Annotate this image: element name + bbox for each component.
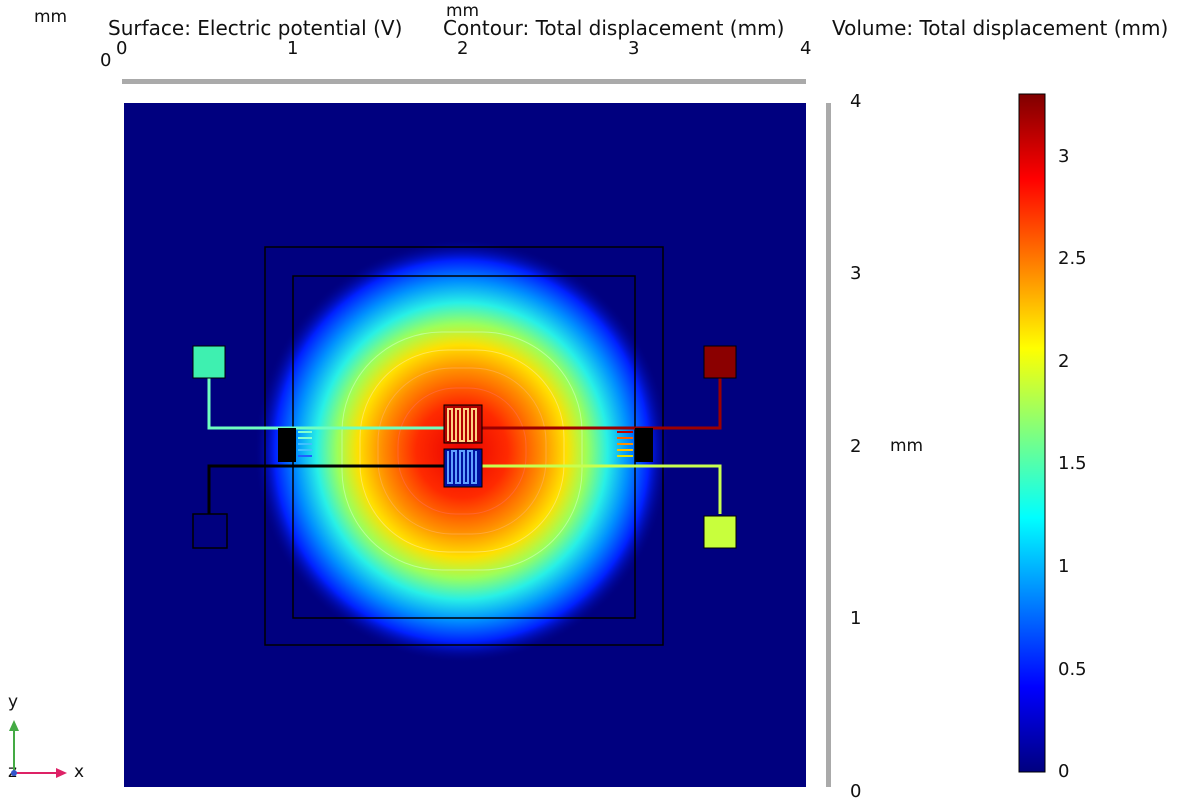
top-axis-bar	[122, 79, 806, 84]
plot-title-contour: Contour: Total displacement (mm)	[443, 16, 785, 40]
comb-left	[278, 428, 312, 462]
triad-y-arrow	[9, 720, 19, 731]
unit-label-top-left: mm	[34, 7, 68, 27]
y-tick-label: 1	[850, 608, 862, 629]
y-tick-label: 0	[850, 781, 862, 802]
y-tick-label: 3	[850, 263, 862, 284]
x-tick-label: 4	[800, 38, 812, 59]
contour-line	[341, 331, 583, 571]
trace-top-left	[207, 378, 448, 430]
pad-top-right	[703, 345, 737, 379]
triad-z-axis	[11, 770, 17, 776]
pad-bottom-left	[192, 513, 228, 549]
colorbar-tick-label: 3	[1058, 146, 1070, 167]
center-meander-top	[443, 404, 483, 444]
triad-y-label: y	[8, 692, 19, 712]
colorbar-tick-label: 0	[1058, 761, 1070, 782]
origin-label: 0	[100, 50, 112, 71]
x-tick-label: 1	[287, 38, 299, 59]
pad-bottom-right	[703, 515, 737, 549]
trace-bottom-right	[478, 464, 722, 514]
contour-line	[377, 367, 547, 535]
contour-line	[397, 387, 527, 515]
colorbar-tick-label: 0.5	[1058, 659, 1087, 680]
y-tick-label: 4	[850, 91, 862, 112]
colorbar	[1018, 93, 1046, 773]
displacement-contours	[341, 331, 583, 571]
trace-bottom-left	[207, 464, 448, 514]
x-tick-label: 3	[628, 38, 640, 59]
y-tick-label: 2	[850, 436, 862, 457]
x-tick-label: 0	[116, 38, 128, 59]
plot-title-volume: Volume: Total displacement (mm)	[832, 16, 1169, 40]
colorbar-tick-label: 2.5	[1058, 248, 1087, 269]
unit-label-right: mm	[890, 436, 924, 456]
right-axis-bar	[826, 103, 831, 787]
trace-top-right	[478, 378, 722, 430]
pad-top-left	[192, 345, 226, 379]
triad-x-arrow	[56, 768, 67, 778]
unit-label-top: mm	[446, 1, 480, 21]
colorbar-tick-label: 1	[1058, 556, 1070, 577]
contour-line	[359, 349, 565, 553]
x-tick-label: 2	[457, 38, 469, 59]
comb-right	[617, 428, 653, 462]
colorbar-tick-label: 2	[1058, 351, 1070, 372]
plot-title-surface: Surface: Electric potential (V)	[108, 16, 403, 40]
outer-frame	[264, 246, 664, 646]
triad-x-label: x	[74, 762, 85, 782]
colorbar-tick-label: 1.5	[1058, 453, 1087, 474]
center-meander-bottom	[443, 448, 483, 488]
axis-triad	[9, 720, 67, 778]
